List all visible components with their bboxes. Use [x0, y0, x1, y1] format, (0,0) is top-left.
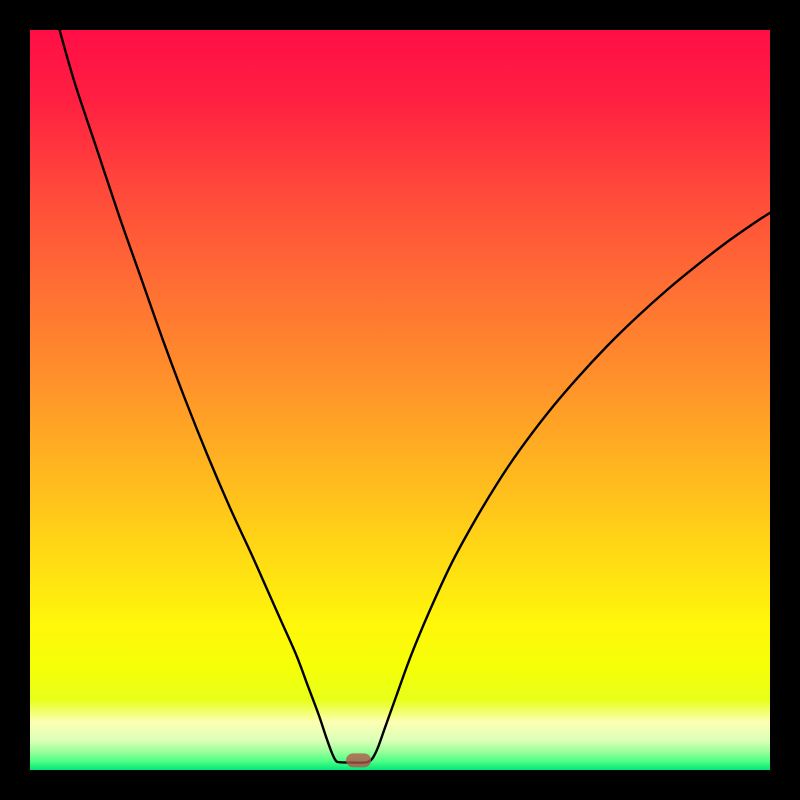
plot-area [30, 30, 770, 770]
frame-bottom [0, 770, 800, 800]
chart-svg [30, 30, 770, 770]
frame-top [0, 0, 800, 30]
frame-right [770, 0, 800, 800]
vertex-marker [346, 753, 371, 767]
gradient-background [30, 30, 770, 770]
frame-left [0, 0, 30, 800]
